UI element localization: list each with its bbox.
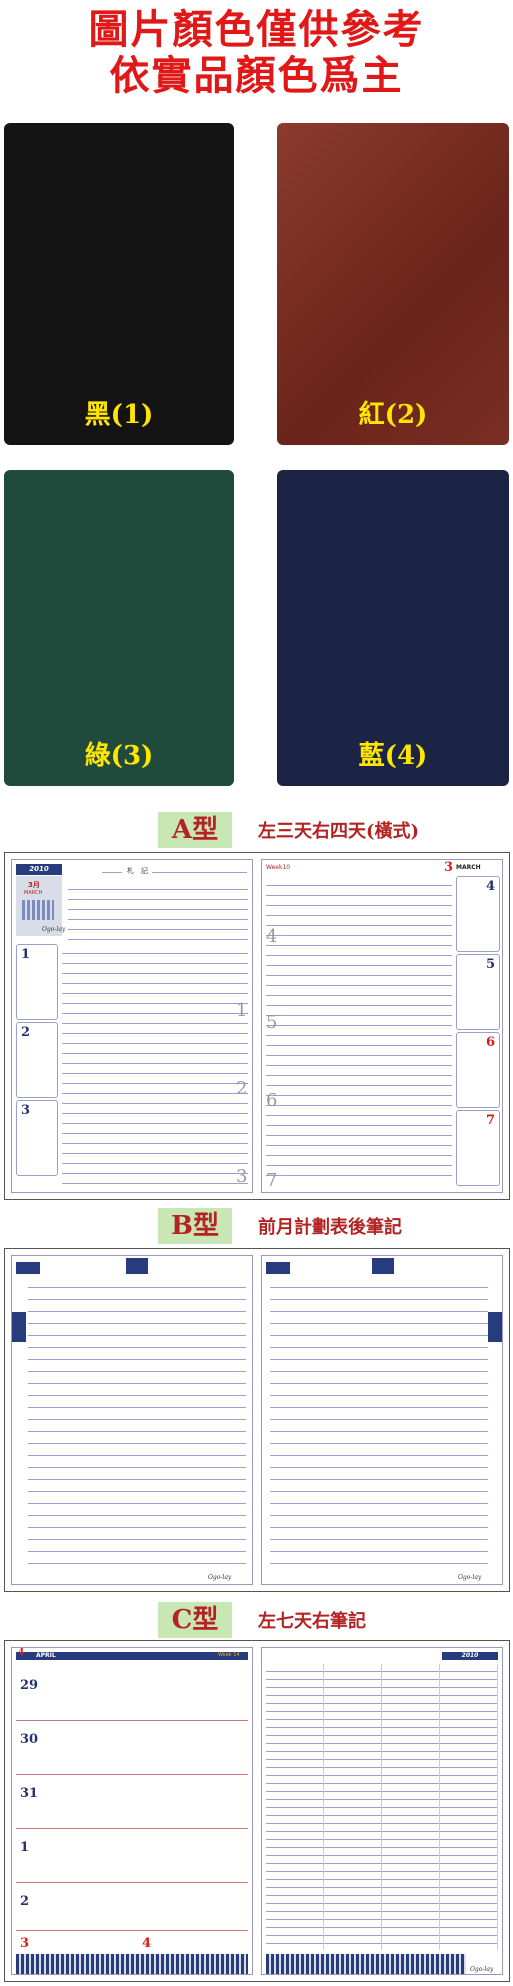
- right-big-4: 4: [266, 926, 278, 947]
- c-month-num: 4: [18, 1648, 25, 1658]
- section-a-badge: A型: [158, 812, 232, 848]
- header-block-center: [126, 1258, 148, 1274]
- day-number-2: 2: [21, 1025, 31, 1040]
- cover-green[interactable]: 綠(3): [4, 470, 234, 786]
- notes-lines-b-left: [28, 1276, 246, 1566]
- day-box-3: 3: [16, 1100, 58, 1176]
- spread-b-left-page: Ogo-lay: [11, 1255, 253, 1585]
- day-lines-right: [266, 876, 452, 1182]
- c-day-4: 4: [142, 1936, 152, 1951]
- day-box-4: 4: [456, 876, 500, 952]
- header-block-left-r: [266, 1262, 290, 1274]
- brand-logo-b-right: Ogo-lay: [458, 1574, 482, 1581]
- spread-c-right-page: 2010 Ogo-lay: [261, 1647, 503, 1975]
- cover-red[interactable]: 紅(2): [277, 123, 509, 445]
- c-header-bar: [16, 1652, 248, 1660]
- spread-a-left-page: 2010 札 記 3月 MARCH Ogo-lay 1 2 3 1 2 3: [11, 859, 253, 1193]
- left-big-2: 2: [236, 1078, 248, 1099]
- c-month-en: APRIL: [32, 1652, 60, 1660]
- day-number-7: 7: [485, 1113, 495, 1128]
- month-en: MARCH: [24, 890, 43, 896]
- cover-blue[interactable]: 藍(4): [277, 470, 509, 786]
- header-block-left: [16, 1262, 40, 1274]
- day-number-5: 5: [485, 957, 495, 972]
- spread-b-right-page: Ogo-lay: [261, 1255, 503, 1585]
- month-cn: 3月: [28, 881, 40, 889]
- side-tab-right: [488, 1312, 502, 1342]
- note-lines-top: [68, 880, 248, 940]
- c-notes-cols: [266, 1664, 498, 1950]
- right-big-7: 7: [266, 1170, 278, 1191]
- c-day-2: 2: [20, 1894, 30, 1909]
- c-day-30: 30: [20, 1732, 39, 1747]
- header-line-1: 圖片顏色僅供參考: [88, 6, 425, 53]
- left-big-1: 1: [236, 1000, 248, 1021]
- section-b-badge: B型: [158, 1208, 232, 1244]
- c-day-1: 1: [20, 1840, 30, 1855]
- day-box-5: 5: [456, 954, 500, 1030]
- right-month-en: MARCH: [456, 864, 481, 871]
- cover-label-blue: 藍(4): [358, 741, 428, 771]
- cover-label-red: 紅(2): [358, 400, 428, 430]
- left-big-3: 3: [236, 1166, 248, 1187]
- week-tag: Week10: [266, 864, 291, 871]
- c-day-31: 31: [20, 1786, 39, 1801]
- spread-a: 2010 札 記 3月 MARCH Ogo-lay 1 2 3 1 2 3 We…: [4, 852, 510, 1200]
- notes-title: 札 記: [127, 867, 148, 875]
- section-a-header: A型 左三天右四天(橫式): [0, 812, 513, 848]
- day-box-6: 6: [456, 1032, 500, 1108]
- day-lines-left: [62, 944, 248, 1184]
- section-b-header: B型 前月計劃表後筆記: [0, 1208, 513, 1244]
- brand-logo-b-left: Ogo-lay: [208, 1574, 232, 1581]
- day-box-1: 1: [16, 944, 58, 1020]
- spread-a-right-page: Week10 3 MARCH 4 5 6 7 4 5 6 7: [261, 859, 503, 1193]
- section-c-desc: 左七天右筆記: [258, 1611, 366, 1632]
- section-b-desc: 前月計劃表後筆記: [258, 1217, 402, 1238]
- right-big-5: 5: [266, 1012, 278, 1033]
- brand-logo: Ogo-lay: [42, 926, 66, 933]
- section-a-desc: 左三天右四天(橫式): [258, 821, 420, 842]
- day-number-6: 6: [485, 1035, 495, 1050]
- c-mini-calendars-right: [266, 1954, 466, 1974]
- day-number-3: 3: [21, 1103, 31, 1118]
- c-mini-calendars-left: [16, 1954, 248, 1974]
- day-box-2: 2: [16, 1022, 58, 1098]
- spread-c: 4 APRIL Week 14 29 30 31 1 2 3 4 2010 Og…: [4, 1640, 510, 1982]
- header-block-center-r: [372, 1258, 394, 1274]
- c-day-3: 3: [20, 1936, 30, 1951]
- brand-logo-c: Ogo-lay: [470, 1966, 494, 1973]
- day-number-4: 4: [485, 879, 495, 894]
- c-year-label: 2010: [442, 1652, 498, 1660]
- cover-label-green: 綠(3): [84, 741, 154, 771]
- cover-black[interactable]: 黑(1): [4, 123, 234, 445]
- header-line-2: 依實品顏色爲主: [109, 52, 404, 99]
- c-day-29: 29: [20, 1678, 39, 1693]
- c-week-tag: Week 14: [218, 1652, 240, 1658]
- section-c-badge: C型: [158, 1602, 232, 1638]
- day-box-7: 7: [456, 1110, 500, 1186]
- notes-lines-b-right: [270, 1276, 488, 1566]
- day-number-1: 1: [21, 947, 31, 962]
- right-month-num: 3: [444, 860, 454, 875]
- spread-b: Ogo-lay Ogo-lay: [4, 1248, 510, 1592]
- section-c-header: C型 左七天右筆記: [0, 1602, 513, 1638]
- mini-grid: [22, 900, 54, 920]
- right-big-6: 6: [266, 1090, 278, 1111]
- spread-c-left-page: 4 APRIL Week 14 29 30 31 1 2 3 4: [11, 1647, 253, 1975]
- cover-label-black: 黑(1): [84, 400, 154, 430]
- year-label: 2010: [16, 864, 62, 875]
- side-tab-left: [12, 1312, 26, 1342]
